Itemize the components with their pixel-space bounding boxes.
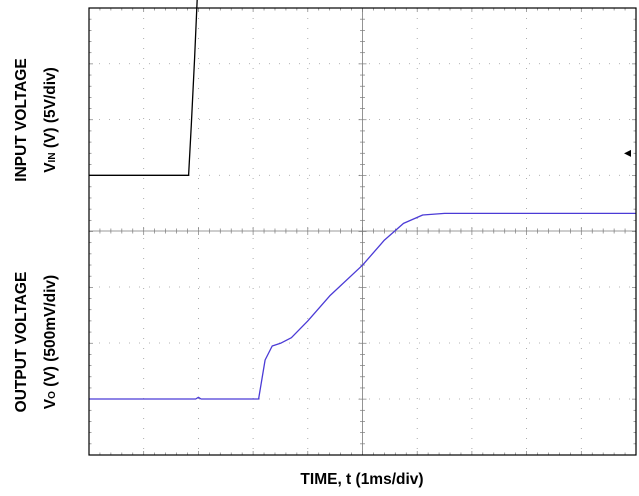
output-ylabel-line1: OUTPUT VOLTAGE (13, 272, 30, 413)
trace-layer (89, 0, 636, 400)
input-ylabel-line1: INPUT VOLTAGE (13, 58, 30, 181)
input-voltage-trace (89, 0, 198, 176)
input-ylabel-line2: VIN (V) (5V/div) (42, 67, 59, 173)
plot-frame (88, 7, 637, 456)
output-voltage-trace (89, 212, 636, 400)
output-ylabel-line2: VO (V) (500mV/div) (42, 275, 59, 409)
x-axis-label: TIME, t (1ms/div) (300, 471, 423, 488)
trigger-marker: ◂ (624, 144, 631, 160)
